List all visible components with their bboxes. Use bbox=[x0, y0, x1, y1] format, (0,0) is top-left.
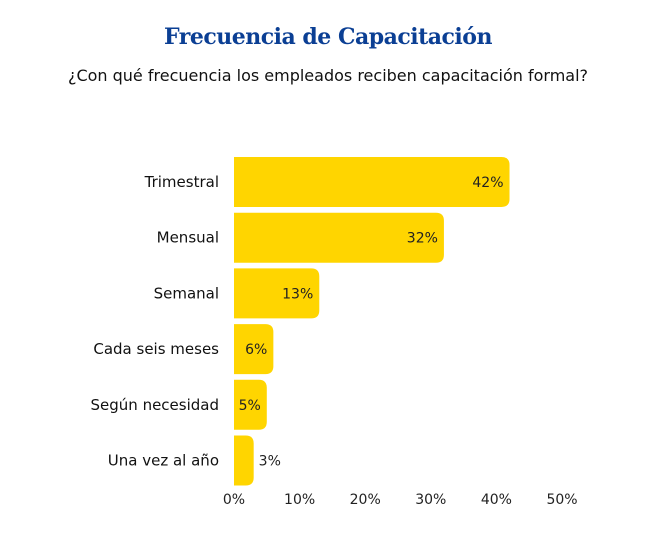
x-tick-label: 50% bbox=[546, 492, 577, 508]
bar-5 bbox=[234, 435, 254, 486]
category-label: Mensual bbox=[157, 229, 219, 247]
bar-2 bbox=[234, 268, 320, 319]
data-label: 32% bbox=[407, 231, 438, 247]
x-tick-label: 0% bbox=[223, 492, 245, 508]
data-label: 6% bbox=[245, 342, 267, 358]
x-tick-label: 40% bbox=[481, 492, 512, 508]
data-label: 5% bbox=[239, 398, 261, 414]
x-tick-label: 10% bbox=[284, 492, 315, 508]
bar-1 bbox=[234, 212, 444, 263]
category-label: Según necesidad bbox=[91, 396, 219, 414]
category-label: Trimestral bbox=[144, 173, 219, 191]
x-tick-label: 20% bbox=[350, 492, 381, 508]
chart-subtitle: ¿Con qué frecuencia los empleados recibe… bbox=[67, 66, 589, 85]
category-label: Una vez al año bbox=[108, 452, 219, 470]
bar-4 bbox=[234, 379, 267, 430]
data-label: 13% bbox=[282, 286, 313, 302]
chart-title: Frecuencia de Capacitación bbox=[164, 24, 492, 50]
category-label: Cada seis meses bbox=[93, 340, 219, 358]
data-label: 42% bbox=[472, 175, 503, 191]
category-label: Semanal bbox=[154, 284, 219, 302]
x-tick-label: 30% bbox=[415, 492, 446, 508]
bar-0 bbox=[234, 157, 510, 207]
bar-3 bbox=[234, 324, 274, 375]
data-label: 3% bbox=[259, 454, 281, 470]
